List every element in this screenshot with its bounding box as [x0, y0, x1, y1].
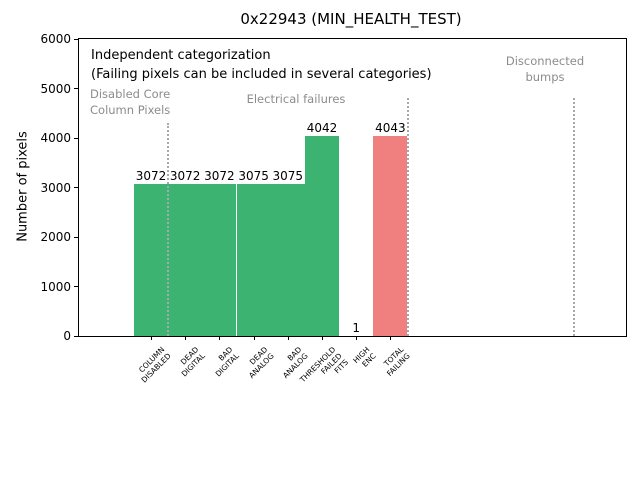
bar-value-label: 3075 — [272, 168, 304, 183]
x-tick-mark — [185, 336, 187, 340]
y-tick-label: 0 — [63, 329, 71, 343]
y-tick-mark — [74, 335, 79, 337]
independent-categorization-note: Independent categorization (Failing pixe… — [91, 48, 432, 82]
bar-value-label: 1 — [352, 320, 360, 335]
bar-total-failing — [373, 135, 408, 336]
x-tick-mark — [253, 336, 255, 340]
bar-dead-digital — [168, 183, 203, 336]
x-tick-mark — [356, 336, 358, 340]
y-tick-label: 5000 — [40, 81, 71, 96]
y-tick-mark — [74, 286, 79, 287]
x-tick-mark — [219, 336, 221, 340]
y-tick-label: 1000 — [40, 279, 71, 294]
x-tick-mark — [322, 336, 323, 340]
y-tick-label: 4000 — [40, 131, 71, 145]
y-tick-mark — [74, 187, 79, 188]
bar-bad-analog — [270, 183, 305, 336]
y-tick-mark — [74, 88, 79, 89]
bar-column-disabled — [133, 183, 169, 336]
section-label-disabled-core-column-pixels: Disabled Core Column Pixels — [90, 87, 171, 117]
bar-value-label: 4042 — [306, 120, 338, 135]
bar-value-label: 3072 — [204, 168, 235, 183]
y-tick-label: 3000 — [40, 180, 71, 195]
bar-value-label: 4043 — [375, 120, 406, 135]
section-label-electrical-failures: Electrical failures — [246, 92, 346, 106]
bar-value-label: 3072 — [169, 168, 201, 183]
y-tick-label: 2000 — [40, 230, 71, 244]
bar-bad-digital — [202, 183, 237, 336]
bar-value-label: 3075 — [238, 168, 269, 183]
bar-threshold-failed-fits — [304, 135, 340, 336]
section-separator-line — [167, 123, 170, 336]
y-tick-mark — [74, 38, 79, 40]
x-tick-mark — [287, 336, 289, 340]
bar-value-label: 3072 — [135, 168, 167, 183]
y-tick-mark — [74, 137, 79, 139]
section-separator-line — [573, 98, 576, 336]
section-separator-line — [406, 98, 409, 336]
bar-dead-analog — [236, 183, 271, 336]
section-label-disconnected-bumps: Disconnected bumps — [505, 54, 585, 84]
y-tick-mark — [74, 236, 79, 238]
x-tick-mark — [390, 336, 392, 340]
plot-area: 0 1000 2000 3000 4000 5000 6000 3072 COLUMN DISA… — [40, 32, 627, 384]
chart-title: 0x22943 (MIN_HEALTH_TEST) — [240, 10, 462, 28]
y-tick-label: 6000 — [40, 32, 71, 46]
x-tick-mark — [151, 336, 152, 340]
